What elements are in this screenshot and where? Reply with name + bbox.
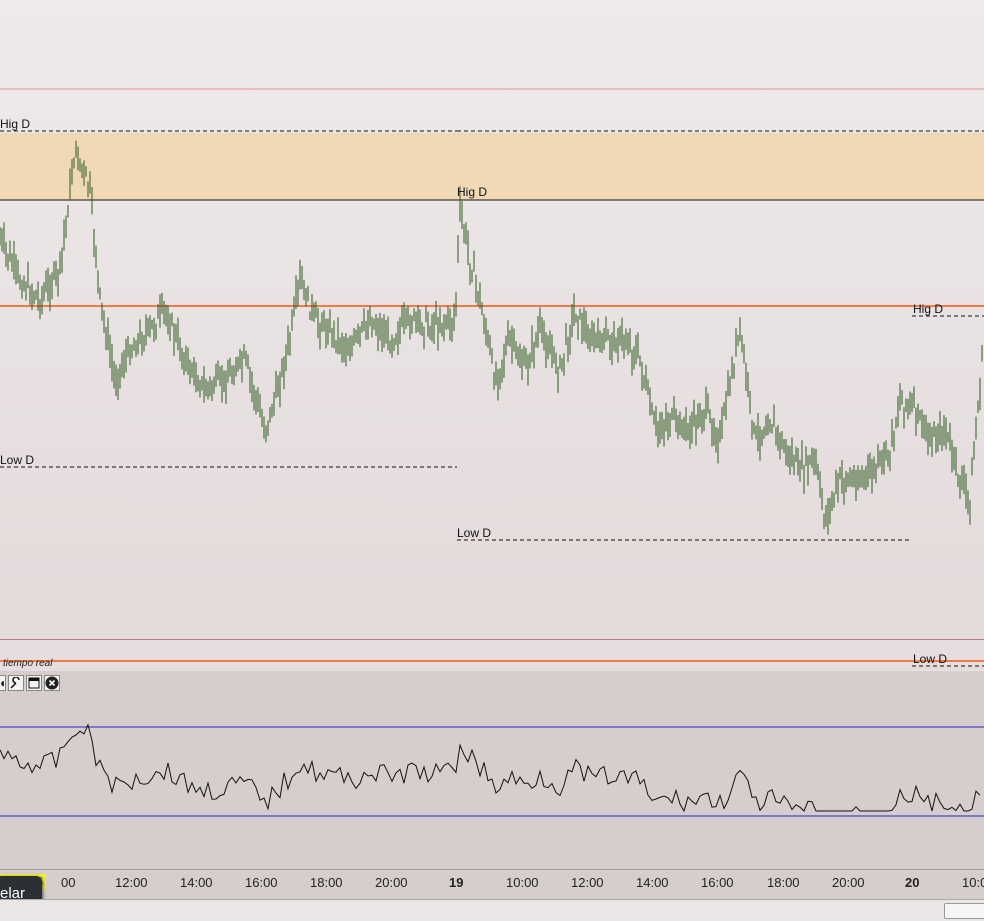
time-tick: 14:00: [180, 875, 213, 890]
candlestick-series: [0, 140, 983, 535]
time-tick-partial: 00: [61, 875, 76, 890]
wrench-icon-glyph: [10, 677, 20, 689]
time-axis[interactable]: 00 12:00 14:00 16:00 18:00 20:00 19 10:0…: [0, 869, 984, 900]
day3-low-overlay: [0, 660, 984, 667]
close-icon-glyph: [45, 676, 59, 690]
oscillator-canvas[interactable]: [0, 671, 984, 869]
realtime-label: tiempo real: [3, 658, 53, 669]
supply-zone: [0, 133, 984, 200]
time-tick: 20:00: [375, 875, 408, 890]
time-tick: 12:00: [115, 875, 148, 890]
day1-low-label: Low D: [0, 453, 35, 467]
horizontal-scrollbar[interactable]: [0, 899, 984, 921]
window-icon-glyph: [28, 677, 40, 689]
close-icon[interactable]: [44, 675, 60, 691]
time-tick: 12:00: [571, 875, 604, 890]
day1-high-label: Hig D: [0, 117, 31, 131]
time-tick: 18:00: [310, 875, 343, 890]
oscillator-line: [0, 723, 981, 813]
time-tick: 20:00: [832, 875, 865, 890]
price-chart-canvas[interactable]: [0, 0, 984, 640]
time-tick-day: 19: [449, 875, 464, 890]
move-icon[interactable]: ◖: [0, 675, 7, 691]
window-icon[interactable]: [26, 675, 42, 691]
time-tick: 14:00: [636, 875, 669, 890]
time-tick: 16:00: [701, 875, 734, 890]
day2-high-label: Hig D: [457, 185, 488, 199]
day2-low-label: Low D: [457, 526, 492, 540]
wrench-icon[interactable]: [8, 675, 24, 691]
scrollbar-thumb[interactable]: [944, 903, 984, 919]
oscillator-panel[interactable]: [0, 671, 984, 869]
day3-low-label: Low D: [913, 652, 948, 666]
time-tick: 10:00: [506, 875, 539, 890]
day3-high-label: Hig D: [913, 302, 944, 316]
time-tick: 18:00: [767, 875, 800, 890]
time-tick: 16:00: [245, 875, 278, 890]
indicator-toolbar: ◖: [0, 674, 60, 692]
time-tick-day: 20: [905, 875, 920, 890]
price-chart[interactable]: Hig D Hig D Hig D Low D Low D: [0, 0, 984, 640]
time-tick: 10:00: [962, 875, 984, 890]
panel-separator[interactable]: [0, 639, 984, 640]
